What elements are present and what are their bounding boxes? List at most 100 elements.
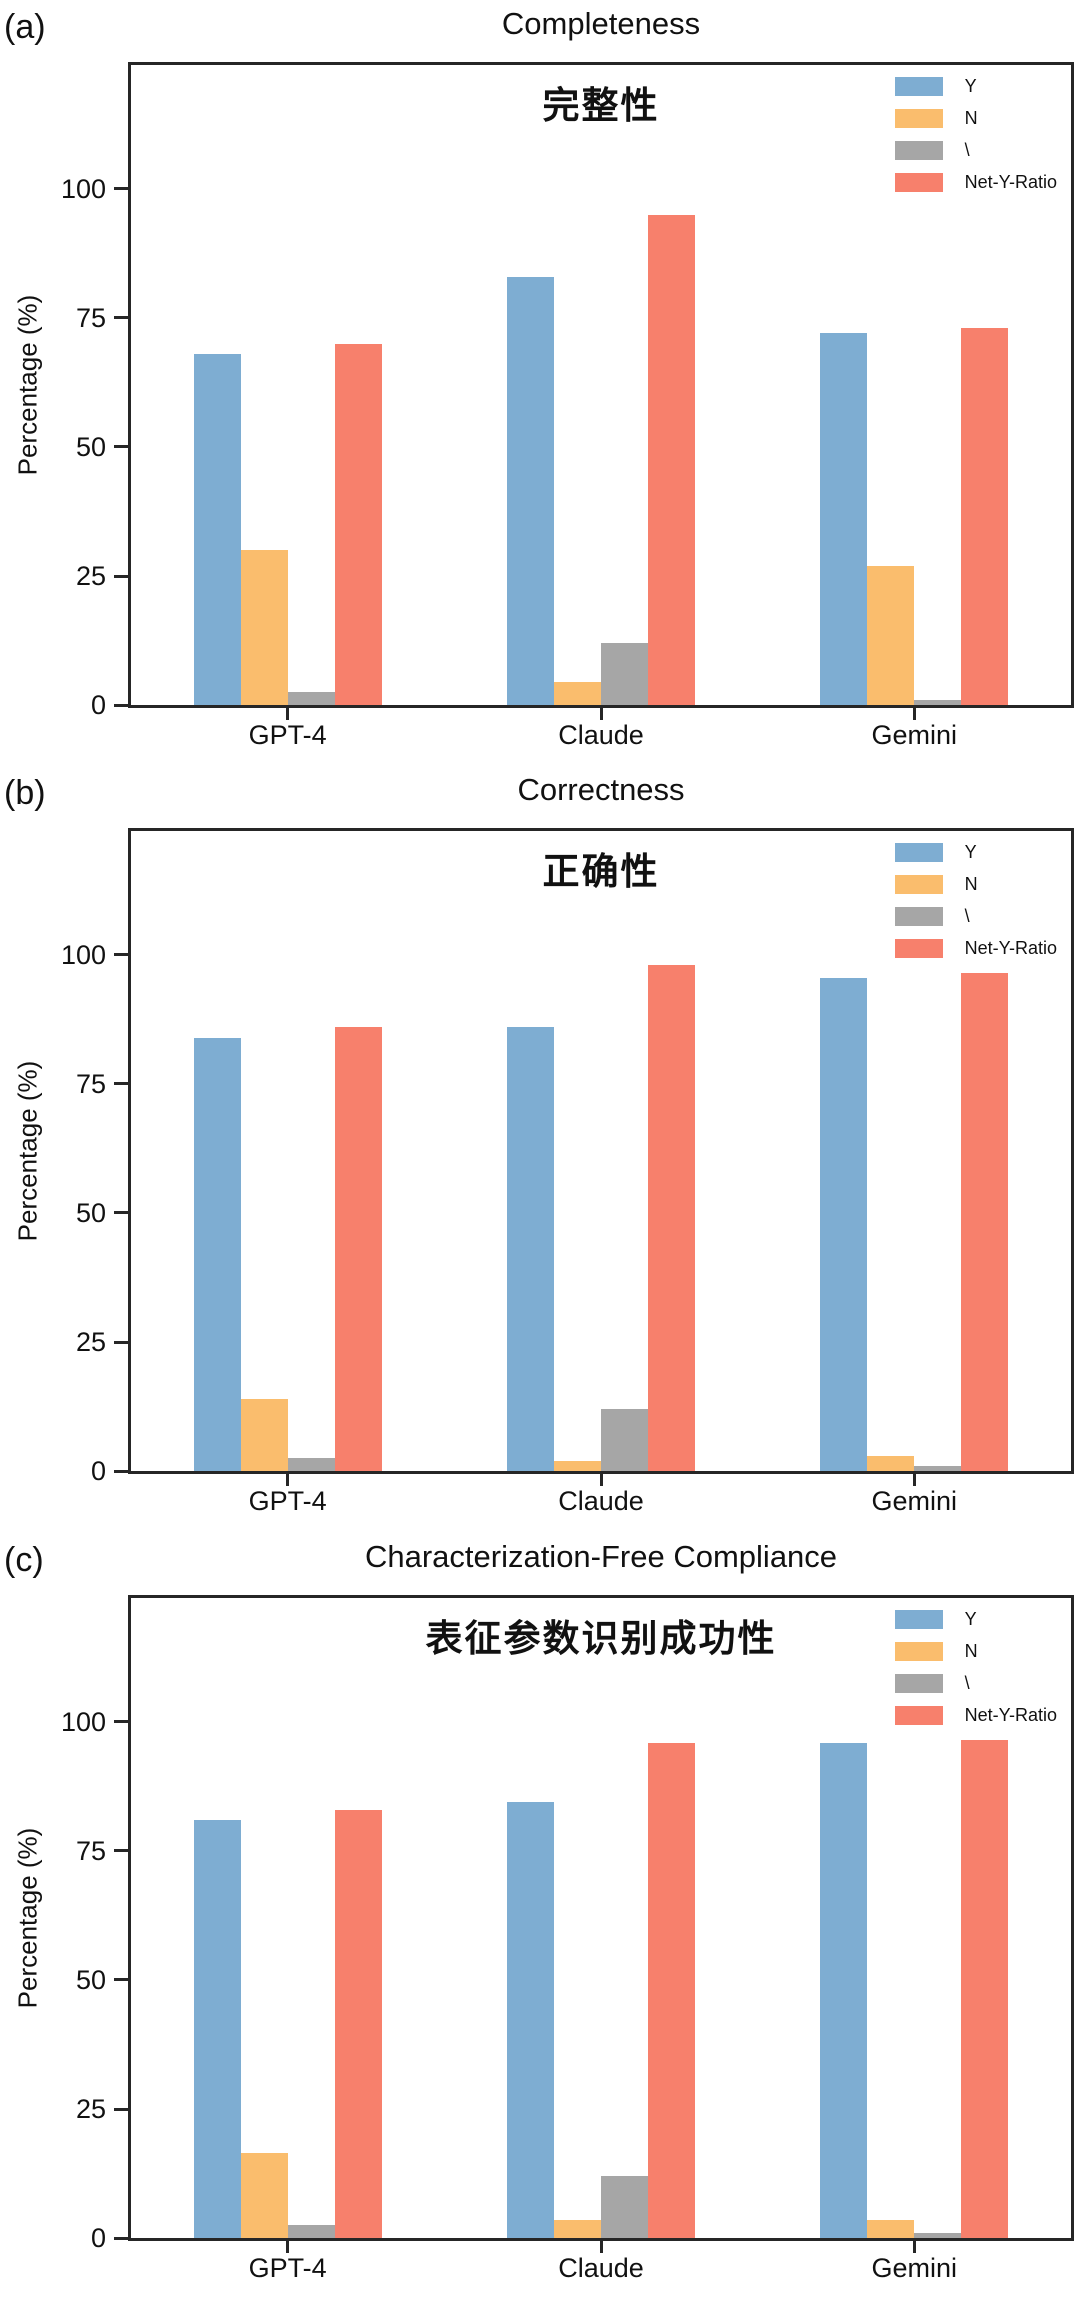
legend-label: Net-Y-Ratio [964,1705,1057,1725]
bar-na-gemini [914,1465,962,1471]
bar-n-claude [554,1460,601,1471]
x-tick-mark [599,2241,603,2253]
bar-na-claude [601,1409,648,1471]
legend-item: Net-Y-Ratio [894,173,1057,192]
bar-net-y-ratio-gemini [961,972,1009,1471]
y-tick-label: 25 [75,561,106,591]
plot-area: 表征参数识别成功性 Y N \ Net-Y-Ratio [128,1595,1074,2241]
y-tick-label: 0 [90,1456,106,1486]
bar-na-gpt-4 [287,692,335,705]
bar-y-claude [507,1801,554,2238]
legend-label: \ [964,906,970,926]
x-tick-mark [286,2241,290,2253]
bar-net-y-ratio-claude [648,214,695,705]
legend-swatch-icon [894,173,943,192]
legend-swatch-icon [894,1610,943,1629]
legend-item: Y [894,76,1057,96]
y-tick-label: 50 [75,1964,106,1995]
bar-na-claude [601,643,648,705]
y-tick-mark [114,1340,128,1344]
y-tick-mark [114,953,128,957]
legend-item: Y [894,842,1057,862]
y-tick-mark [114,316,128,320]
legend-item: N [894,108,1057,128]
x-tick-label: GPT-4 [248,1486,327,1516]
bars-layer [131,831,1071,1471]
panel-label-b: (b) [4,774,46,812]
y-tick-mark [114,1720,128,1724]
x-tick-mark [286,708,290,720]
panel-label-a: (a) [4,8,46,46]
chart-title-characterization-free-compliance: Characterization-Free Compliance [364,1539,838,1574]
legend-label: Net-Y-Ratio [964,938,1057,958]
bar-n-gemini [867,565,915,705]
y-tick-label: 25 [75,2094,106,2124]
legend-swatch-icon [894,1642,943,1661]
bar-y-claude [507,1027,554,1471]
legend-item: Net-Y-Ratio [894,938,1057,958]
legend-item: \ [894,906,1057,926]
chart-subtitle-zh: 完整性 [542,85,660,126]
y-tick-label: 50 [75,1197,106,1228]
y-tick-label: 75 [75,1835,106,1866]
legend-swatch-icon [894,1706,943,1725]
legend-label: N [964,1641,978,1661]
y-tick-mark [114,187,128,191]
bar-y-gpt-4 [193,354,241,705]
legend-label: Y [964,842,977,862]
y-tick-label: 100 [60,939,106,970]
bar-y-gemini [820,978,868,1471]
legend-label: \ [964,1673,970,1693]
legend-item: Y [894,1610,1057,1629]
x-tick-label: GPT-4 [248,2253,327,2283]
x-tick-label: Gemini [871,2253,958,2283]
legend-swatch-icon [894,875,943,894]
bar-net-y-ratio-gemini [961,1739,1009,2238]
bar-na-gpt-4 [287,1458,335,1471]
bars-layer [131,65,1071,705]
bar-n-claude [554,681,601,705]
legend-item: \ [894,1673,1057,1693]
x-tick-label: Claude [558,720,644,750]
y-tick-mark [114,1211,128,1215]
y-tick-mark [114,1978,128,1982]
y-tick-label: 100 [60,1706,106,1737]
y-tick-label: 75 [75,1068,106,1099]
legend-item: N [894,1641,1057,1661]
bar-n-claude [554,2219,601,2238]
bar-net-y-ratio-claude [648,965,695,1471]
y-tick-label: 100 [60,173,106,204]
chart-panel-c: (c) Characterization-Free Compliance Per… [0,1533,1080,2299]
legend-swatch-icon [894,1674,943,1693]
chart-panel-a: (a) Completeness Percentage (%) 完整性 Y N \ N… [0,0,1080,766]
y-tick-mark [114,445,128,449]
chart-subtitle-zh: 表征参数识别成功性 [425,1618,777,1659]
bar-n-gpt-4 [240,550,288,705]
bar-n-gemini [867,1455,915,1471]
legend-swatch-icon [894,109,943,128]
legend-swatch-icon [894,141,943,160]
bar-net-y-ratio-gpt-4 [334,1027,382,1471]
chart-subtitle-zh: 正确性 [542,851,660,892]
legend-label: N [964,874,978,894]
bar-net-y-ratio-gpt-4 [334,1809,382,2238]
y-tick-mark [114,2236,128,2240]
legend-label: N [964,108,978,128]
y-tick-mark [114,574,128,578]
chart-title-correctness: Correctness [517,772,685,807]
panel-label-c: (c) [4,1541,44,1579]
y-tick-mark [114,1849,128,1853]
legend-swatch-icon [894,907,943,926]
y-tick-label: 75 [75,302,106,333]
bar-net-y-ratio-gpt-4 [334,343,382,705]
bar-na-claude [601,2176,648,2238]
y-tick-mark [114,1082,128,1086]
x-tick-mark [599,1474,603,1486]
y-tick-mark [114,2107,128,2111]
legend: Y N \ Net-Y-Ratio [894,76,1057,205]
bar-n-gemini [867,2219,915,2238]
bar-y-gpt-4 [193,1819,241,2238]
x-tick-mark [912,2241,916,2253]
legend-swatch-icon [894,843,943,862]
legend-label: Y [964,76,977,96]
